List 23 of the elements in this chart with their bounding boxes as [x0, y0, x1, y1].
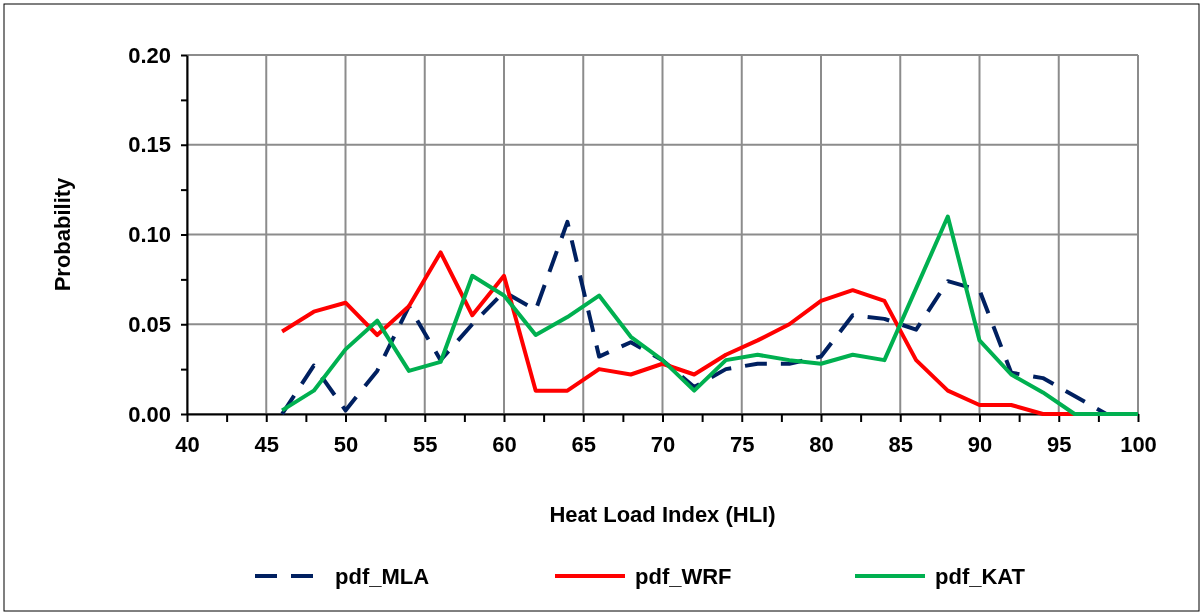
- y-tick-label: 0.20: [128, 42, 171, 68]
- x-tick-label: 100: [1120, 431, 1157, 457]
- x-tick-label: 75: [730, 431, 755, 457]
- x-axis-title: Heat Load Index (HLI): [549, 502, 776, 527]
- x-tick-label: 95: [1047, 431, 1072, 457]
- x-tick-label: 90: [967, 431, 993, 457]
- x-tick-label: 80: [809, 431, 834, 457]
- legend-label: pdf_MLA: [335, 564, 430, 589]
- x-tick-label: 45: [254, 431, 279, 457]
- x-tick-label: 60: [492, 431, 517, 457]
- x-tick-label: 50: [333, 431, 359, 457]
- y-tick-label: 0.05: [128, 311, 171, 337]
- y-tick-label: 0.15: [128, 132, 171, 158]
- x-tick-label: 40: [175, 431, 200, 457]
- y-tick-label: 0.10: [128, 222, 171, 248]
- y-tick-label: 0.00: [128, 401, 171, 427]
- legend-label: pdf_KAT: [935, 564, 1026, 589]
- legend-label: pdf_WRF: [635, 564, 732, 589]
- x-tick-label: 85: [888, 431, 913, 457]
- x-tick-label: 70: [650, 431, 676, 457]
- x-tick-label: 65: [571, 431, 596, 457]
- y-axis-title: Probability: [50, 176, 75, 292]
- x-tick-label: 55: [413, 431, 438, 457]
